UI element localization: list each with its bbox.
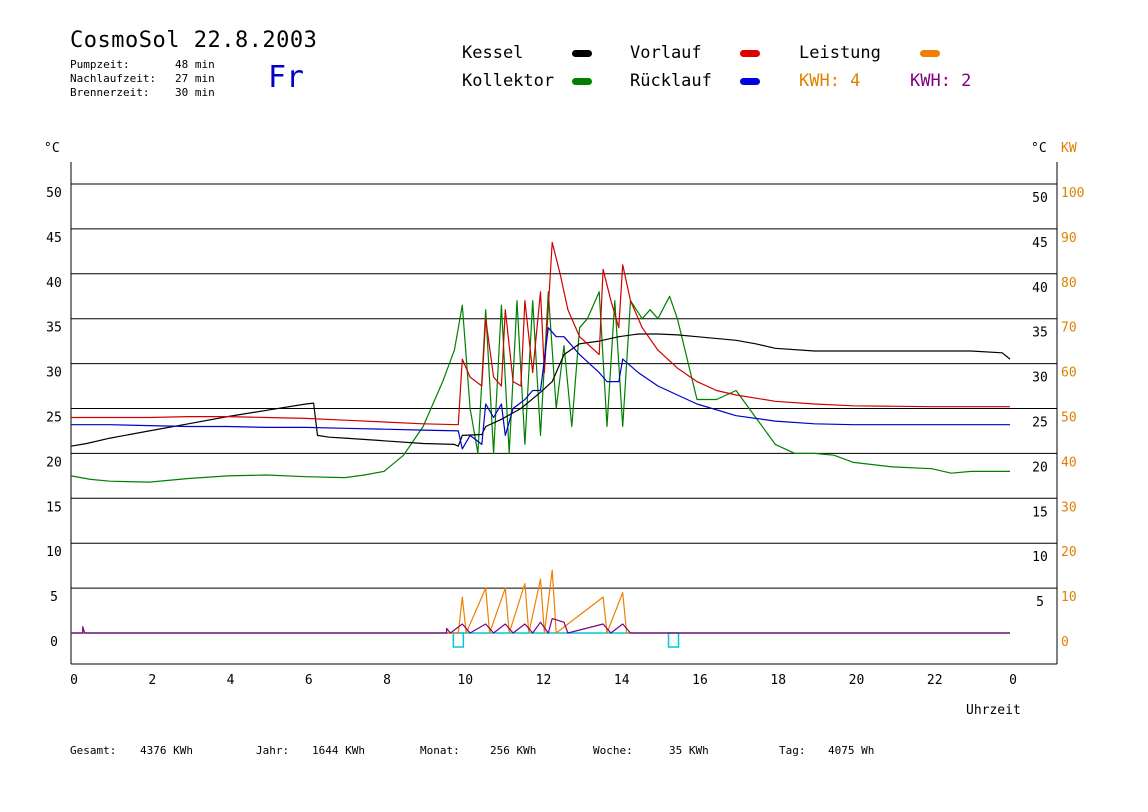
y-tick-right-power-60: 60 <box>1061 366 1077 381</box>
y-tick-right-temp-10: 10 <box>1032 550 1048 565</box>
legend-swatch-kollektor <box>572 78 592 85</box>
footer-tag-label: Tag: <box>779 744 806 757</box>
x-tick-11: 22 <box>927 673 943 688</box>
x-tick-4: 8 <box>383 673 391 688</box>
info-value-pumpzeit: 48 min <box>175 58 215 71</box>
y-label-right-temp: °C <box>1031 141 1047 156</box>
footer-gesamt-label: Gesamt: <box>70 744 117 757</box>
y-tick-right-power-70: 70 <box>1061 321 1077 336</box>
y-tick-left-0: 0 <box>50 635 58 650</box>
chart-title: CosmoSol 22.8.2003 <box>70 28 318 53</box>
y-tick-left-15: 15 <box>46 500 62 515</box>
x-tick-8: 16 <box>692 673 708 688</box>
pump-marker-0 <box>452 632 465 648</box>
series-line-kollektor <box>70 291 1010 483</box>
y-tick-left-45: 45 <box>46 231 62 246</box>
legend-kwh-leistung: KWH: 4 <box>799 71 861 91</box>
footer-woche-label: Woche: <box>593 744 633 757</box>
x-tick-9: 18 <box>770 673 786 688</box>
x-tick-6: 12 <box>536 673 552 688</box>
legend-swatch-vorlauf <box>740 50 760 57</box>
legend-swatch-ruecklauf <box>740 78 760 85</box>
x-tick-7: 14 <box>614 673 630 688</box>
y-label-left: °C <box>44 141 60 156</box>
y-tick-right-power-80: 80 <box>1061 276 1077 291</box>
info-value-nachlaufzeit: 27 min <box>175 72 215 85</box>
x-tick-0: 0 <box>70 673 78 688</box>
legend-kwh-2: KWH: 2 <box>910 71 972 91</box>
legend-vorlauf: Vorlauf <box>630 43 702 63</box>
legend-leistung: Leistung <box>799 43 881 63</box>
y-tick-left-20: 20 <box>46 455 62 470</box>
y-tick-right-temp-35: 35 <box>1032 326 1048 341</box>
y-tick-left-10: 10 <box>46 545 62 560</box>
footer-jahr-value: 1644 KWh <box>312 744 365 757</box>
legend-ruecklauf: Rücklauf <box>630 71 712 91</box>
y-tick-right-power-90: 90 <box>1061 231 1077 246</box>
footer-monat-value: 256 KWh <box>490 744 537 757</box>
footer-monat-label: Monat: <box>420 744 460 757</box>
y-tick-right-temp-20: 20 <box>1032 460 1048 475</box>
y-tick-right-power-30: 30 <box>1061 500 1077 515</box>
y-tick-right-temp-50: 50 <box>1032 191 1048 206</box>
footer-gesamt-value: 4376 KWh <box>140 744 193 757</box>
series-line-kwh2 <box>71 618 1010 634</box>
y-tick-left-50: 50 <box>46 186 62 201</box>
y-tick-right-temp-15: 15 <box>1032 505 1048 520</box>
legend-kessel: Kessel <box>462 43 524 63</box>
footer-woche-value: 35 KWh <box>669 744 709 757</box>
y-tick-right-temp-30: 30 <box>1032 371 1048 386</box>
y-tick-right-temp-5: 5 <box>1036 595 1044 610</box>
series-line-vorlauf <box>71 241 1010 426</box>
y-tick-right-temp-45: 45 <box>1032 236 1048 251</box>
y-tick-right-power-0: 0 <box>1061 635 1069 650</box>
x-tick-12: 0 <box>1009 673 1017 688</box>
y-tick-right-power-50: 50 <box>1061 411 1077 426</box>
y-tick-left-35: 35 <box>46 321 62 336</box>
series-line-ruecklauf <box>71 327 1010 450</box>
legend-kollektor: Kollektor <box>462 71 555 91</box>
x-tick-5: 10 <box>457 673 473 688</box>
info-label-brennerzeit: Brennerzeit: <box>70 86 150 99</box>
y-label-right-power: KW <box>1061 141 1077 156</box>
y-tick-right-power-40: 40 <box>1061 455 1077 470</box>
x-tick-3: 6 <box>305 673 313 688</box>
y-tick-left-25: 25 <box>46 411 62 426</box>
info-label-pumpzeit: Pumpzeit: <box>70 58 130 71</box>
y-tick-right-power-10: 10 <box>1061 590 1077 605</box>
y-tick-right-temp-25: 25 <box>1032 416 1048 431</box>
x-tick-1: 2 <box>148 673 156 688</box>
y-tick-right-power-20: 20 <box>1061 545 1077 560</box>
footer-tag-value: 4075 Wh <box>828 744 875 757</box>
y-tick-right-temp-40: 40 <box>1032 281 1048 296</box>
legend-swatch-leistung <box>920 50 940 57</box>
y-tick-left-5: 5 <box>50 590 58 605</box>
legend-swatch-kessel <box>572 50 592 57</box>
x-tick-10: 20 <box>849 673 865 688</box>
pump-marker-1 <box>667 632 680 648</box>
x-label: Uhrzeit <box>966 703 1021 718</box>
series-line-kessel <box>70 333 1011 447</box>
y-tick-left-40: 40 <box>46 276 62 291</box>
footer-jahr-label: Jahr: <box>256 744 290 757</box>
y-tick-left-30: 30 <box>46 366 62 381</box>
y-tick-right-power-100: 100 <box>1061 186 1084 201</box>
info-label-nachlaufzeit: Nachlaufzeit: <box>70 72 157 85</box>
series-line-leistung <box>71 569 1010 634</box>
weekday-label: Fr <box>268 60 305 95</box>
info-value-brennerzeit: 30 min <box>175 86 215 99</box>
x-tick-2: 4 <box>227 673 235 688</box>
